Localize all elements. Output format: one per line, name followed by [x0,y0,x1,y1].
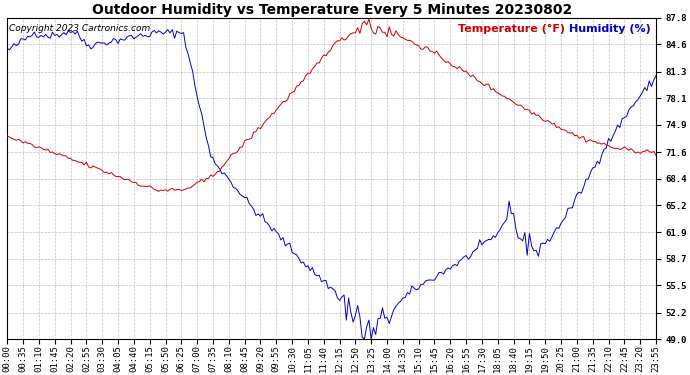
Title: Outdoor Humidity vs Temperature Every 5 Minutes 20230802: Outdoor Humidity vs Temperature Every 5 … [92,3,572,17]
Text: Copyright 2023 Cartronics.com: Copyright 2023 Cartronics.com [8,24,150,33]
Legend: Temperature (°F), Humidity (%): Temperature (°F), Humidity (%) [458,24,651,34]
